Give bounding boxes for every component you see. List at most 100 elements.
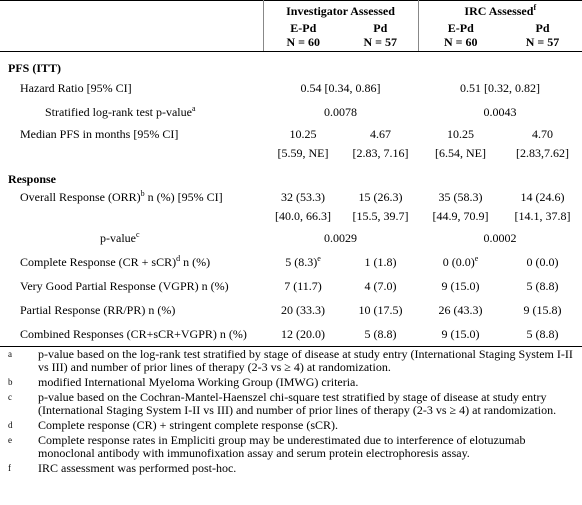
ci-text: [15.5, 39.7] [352, 208, 409, 223]
data-row: Overall Response (ORR)b n (%) [95% CI] 32… [0, 187, 582, 226]
n-label: N = 60 [444, 35, 478, 49]
value-text: 4.67 [370, 126, 391, 141]
label-text: Complete Response (CR + sCR) [20, 254, 177, 269]
value-text: 20 (33.3) [281, 302, 325, 317]
value-text: 5 (8.8) [364, 326, 397, 341]
footnote-row: c p-value based on the Cochran-Mantel-Hae… [0, 390, 582, 418]
footnote-mark: f [8, 463, 11, 473]
value-cell: 14 (24.6) [14.1, 37.8] [503, 187, 582, 226]
value-line: 9 (15.0) [418, 327, 503, 342]
value-text: 0 (0.0) [442, 254, 475, 269]
value-line: 12 (20.0) [263, 327, 343, 342]
footnote-row: f IRC assessment was performed post-hoc. [0, 461, 582, 476]
row-label: p-valuec [0, 226, 263, 250]
group-label: Investigator Assessed [286, 4, 395, 18]
row-label: Overall Response (ORR)b n (%) [95% CI] [0, 187, 263, 226]
ci-text: [6.54, NE] [435, 145, 487, 160]
row-label: Combined Responses (CR+sCR+VGPR) n (%) [0, 322, 263, 347]
footnote-mark: d [8, 420, 13, 430]
value-text: 9 (15.0) [441, 326, 480, 341]
results-table: Investigator Assessed IRC Assessedf E-Pd N … [0, 0, 582, 347]
value-text: 0.51 [0.32, 0.82] [460, 80, 541, 95]
data-row: p-valuec 0.0029 0.0002 [0, 226, 582, 250]
label-text: Overall Response (ORR) [20, 190, 141, 204]
footnote-row: d Complete response (CR) + stringent comp… [0, 418, 582, 433]
value-line: 7 (11.7) [263, 279, 343, 294]
ci-text: [5.59, NE] [277, 145, 329, 160]
value-cell: 10.25 [5.59, NE] [263, 124, 343, 163]
value-line: 14 (24.6) [503, 188, 582, 207]
label-text: p-value [100, 230, 136, 245]
section-row: PFS (ITT) [0, 52, 582, 77]
row-label: Complete Response (CR + sCR)d n (%) [0, 250, 263, 274]
value-cell: 10 (17.5) [343, 298, 418, 322]
column-header: E-Pd N = 60 [417, 19, 504, 52]
footnote-mark: e [474, 253, 479, 263]
group-header: IRC Assessedf [417, 0, 582, 19]
value-cell: 4.70 [2.83,7.62] [503, 124, 582, 163]
section-title: PFS (ITT) [8, 61, 62, 75]
value-cell: 5 (8.8) [503, 274, 582, 298]
ci-text: [2.83, 7.16] [352, 145, 409, 160]
data-row: Median PFS in months [95% CI] 10.25 [5.59,… [0, 124, 582, 163]
value-text: 26 (43.3) [438, 302, 483, 317]
footnote-mark: f [533, 3, 537, 12]
value-line: 0.54 [0.34, 0.86] [263, 81, 418, 96]
header-row: E-Pd N = 60 Pd N = 57 E-Pd N = 60 Pd N = 57 [0, 19, 582, 52]
value-text: 5 (8.8) [526, 278, 559, 293]
value-text: 32 (53.3) [281, 189, 325, 204]
value-text: 0.0029 [324, 230, 357, 245]
ci-text: [14.1, 37.8] [514, 208, 571, 223]
section-title: Response [8, 172, 57, 186]
footnote-mark: c [8, 392, 12, 402]
value-cell: 32 (53.3) [40.0, 66.3] [263, 187, 343, 226]
value-line: 5 (8.3)e [263, 254, 343, 270]
value-cell: 1 (1.8) [343, 250, 418, 274]
value-cell: 20 (33.3) [263, 298, 343, 322]
value-text: 0.0078 [324, 104, 357, 119]
value-text: 9 (15.8) [523, 302, 562, 317]
data-row: Hazard Ratio [95% CI] 0.54 [0.34, 0.86] 0.… [0, 76, 582, 100]
value-line: 5 (8.8) [343, 327, 418, 342]
data-row: Very Good Partial Response (VGPR) n (%) 7… [0, 274, 582, 298]
value-line: 9 (15.8) [503, 303, 582, 318]
ci-text: [2.83,7.62] [516, 145, 570, 160]
value-line: 0.0002 [418, 231, 582, 246]
value-cell: 5 (8.8) [503, 322, 582, 347]
value-line: 15 (26.3) [343, 188, 418, 207]
value-line: 20 (33.3) [263, 303, 343, 318]
data-row: Partial Response (RR/PR) n (%) 20 (33.3) 1… [0, 298, 582, 322]
value-text: 7 (11.7) [284, 278, 322, 293]
value-line: 0.0043 [418, 105, 582, 120]
value-line: 0.0029 [263, 231, 418, 246]
ci-text: [40.0, 66.3] [275, 208, 331, 223]
arm-label: Pd [373, 21, 388, 35]
value-line: 10.25 [418, 125, 503, 144]
footnote-row: e Complete response rates in Empliciti gr… [0, 433, 582, 461]
footnote-row: b modified International Myeloma Working … [0, 375, 582, 390]
section-row: Response [0, 163, 582, 187]
n-label: N = 60 [286, 35, 320, 49]
row-label: Median PFS in months [95% CI] [0, 124, 263, 163]
value-text: 35 (58.3) [438, 189, 483, 204]
label-text: Partial Response (RR/PR) n (%) [20, 302, 176, 317]
value-cell: 5 (8.8) [343, 322, 419, 347]
footnote-text: Complete response rates in Empliciti gro… [38, 433, 526, 460]
footnote-mark: a [8, 349, 12, 359]
row-label: Partial Response (RR/PR) n (%) [0, 298, 263, 322]
column-header: Pd N = 57 [503, 19, 582, 52]
arm-label: E-Pd [290, 21, 317, 35]
row-label: Stratified log-rank test p-valuea [0, 100, 263, 124]
value-line: 1 (1.8) [343, 255, 418, 270]
group-label: IRC Assessed [464, 4, 534, 18]
n-label: N = 57 [363, 35, 398, 49]
footnote-text: Complete response (CR) + stringent compl… [38, 418, 339, 432]
footnote-mark: d [176, 253, 181, 263]
value-line: 9 (15.0) [418, 279, 503, 294]
value-cell: 0 (0.0) [503, 250, 582, 274]
value-cell: 9 (15.0) [418, 274, 503, 298]
footnote-text: IRC assessment was performed post-hoc. [38, 461, 237, 475]
value-cell: 10.25 [6.54, NE] [418, 124, 503, 163]
value-line: 10.25 [263, 125, 343, 144]
